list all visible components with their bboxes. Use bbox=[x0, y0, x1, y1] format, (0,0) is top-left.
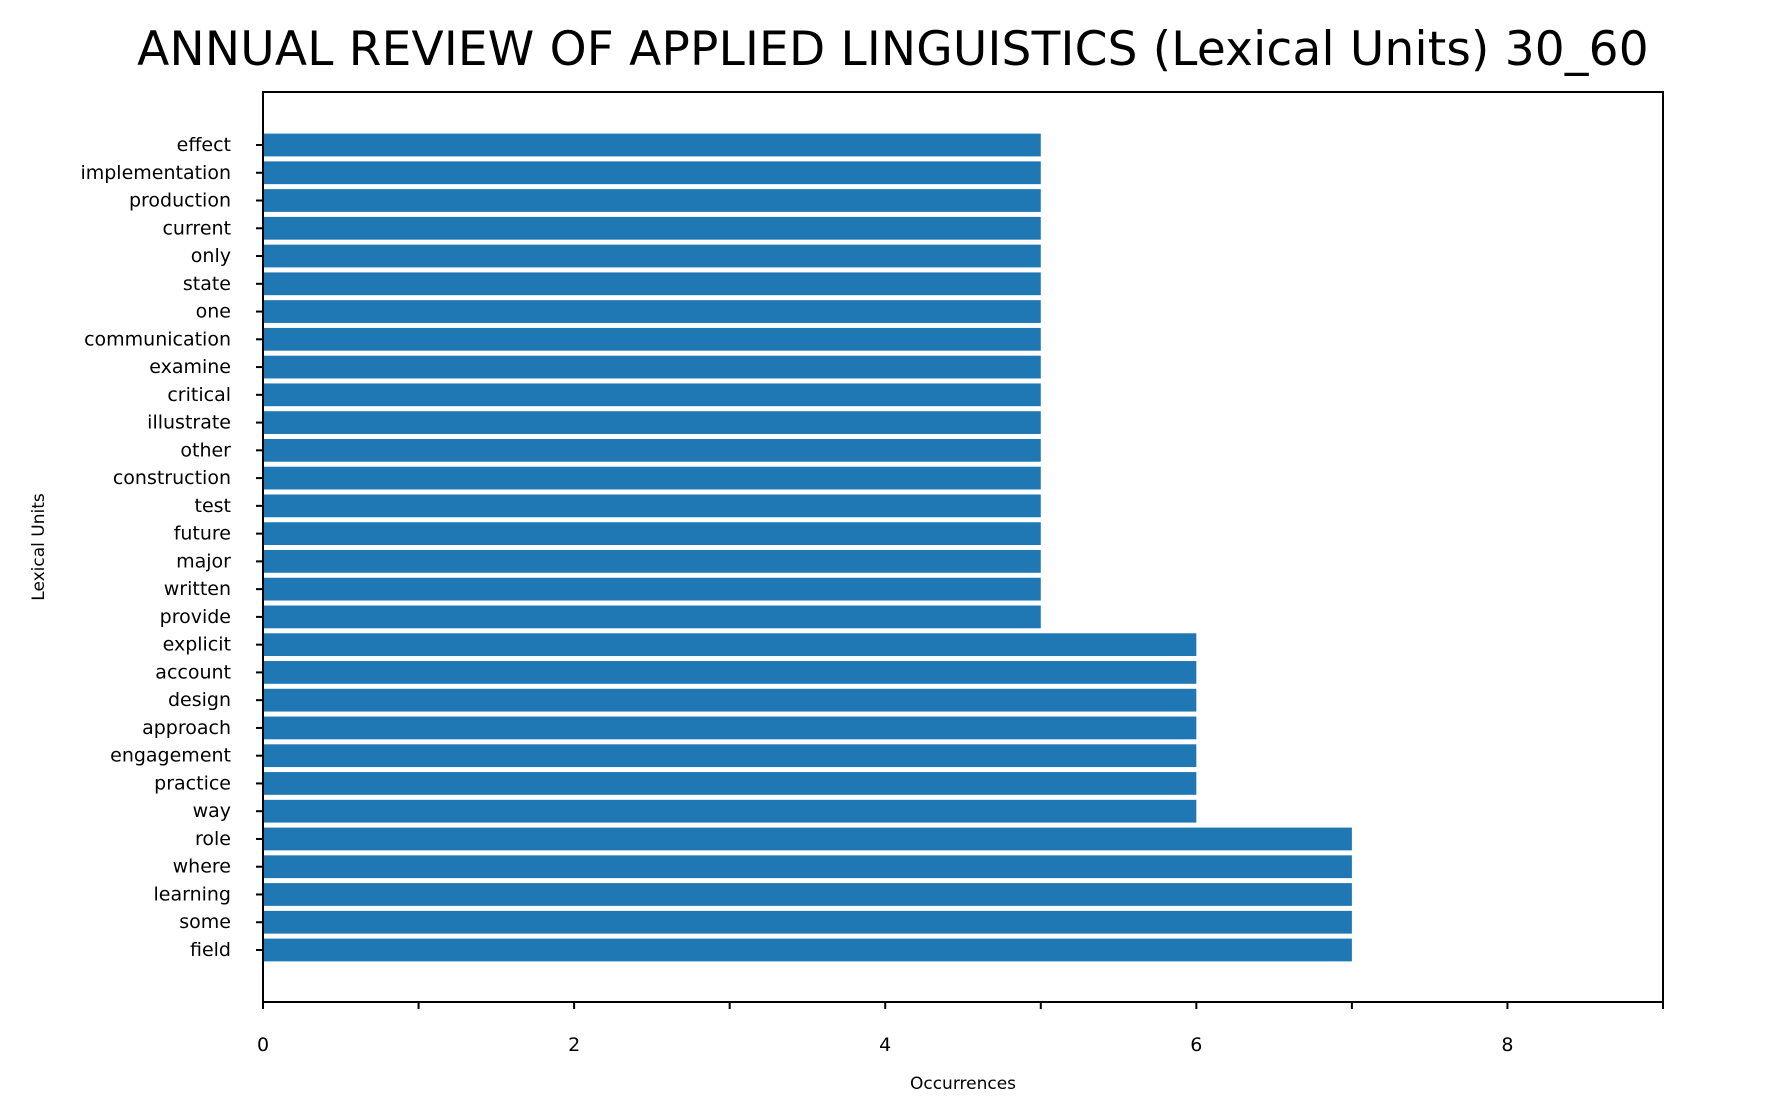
bar-construction bbox=[263, 466, 1041, 490]
bar-critical bbox=[263, 383, 1041, 407]
x-tick-label: 0 bbox=[257, 1034, 269, 1056]
chart-title: ANNUAL REVIEW OF APPLIED LINGUISTICS (Le… bbox=[137, 22, 1649, 77]
y-tick-label: implementation bbox=[80, 162, 231, 184]
y-tick-label: practice bbox=[154, 772, 231, 794]
bar-explicit bbox=[263, 633, 1197, 657]
y-tick-label: where bbox=[173, 856, 231, 878]
bar-one bbox=[263, 300, 1041, 323]
bar-examine bbox=[263, 355, 1041, 379]
y-tick-label: other bbox=[180, 439, 231, 461]
y-tick-label: way bbox=[193, 800, 231, 822]
y-tick-label: provide bbox=[160, 606, 231, 628]
bars-group bbox=[263, 133, 1352, 962]
y-tick-label: approach bbox=[142, 717, 231, 739]
bar-major bbox=[263, 549, 1041, 573]
y-tick-label: test bbox=[195, 495, 232, 517]
bar-current bbox=[263, 216, 1041, 240]
y-tick-label: construction bbox=[113, 467, 231, 489]
y-tick-label: explicit bbox=[163, 634, 231, 656]
bar-communication bbox=[263, 327, 1041, 351]
y-axis-label: Lexical Units bbox=[29, 493, 49, 601]
bar-design bbox=[263, 688, 1197, 712]
bar-learning bbox=[263, 883, 1352, 906]
y-axis-ticks: effect implementation production current onl… bbox=[80, 134, 263, 961]
y-tick-label: role bbox=[195, 828, 231, 850]
y-tick-label: field bbox=[190, 939, 231, 961]
bar-practice bbox=[263, 772, 1197, 795]
bar-where bbox=[263, 855, 1352, 879]
bar-written bbox=[263, 577, 1041, 601]
y-tick-label: examine bbox=[149, 356, 231, 378]
y-tick-label: future bbox=[174, 523, 231, 545]
bar-other bbox=[263, 438, 1041, 462]
bar-engagement bbox=[263, 744, 1197, 768]
y-tick-label: account bbox=[155, 661, 231, 683]
bar-future bbox=[263, 522, 1041, 546]
x-axis-label: Occurrences bbox=[910, 1074, 1016, 1094]
y-tick-label: major bbox=[176, 550, 231, 572]
bar-only bbox=[263, 244, 1041, 268]
y-tick-label: engagement bbox=[110, 745, 231, 767]
bar-implementation bbox=[263, 161, 1041, 185]
bar-production bbox=[263, 189, 1041, 212]
bar-test bbox=[263, 494, 1041, 518]
y-tick-label: written bbox=[164, 578, 231, 600]
y-tick-label: illustrate bbox=[147, 412, 231, 434]
y-tick-label: only bbox=[191, 245, 231, 267]
bar-state bbox=[263, 272, 1041, 296]
y-tick-label: design bbox=[168, 689, 231, 711]
y-tick-label: effect bbox=[177, 134, 231, 156]
y-tick-label: state bbox=[183, 273, 231, 295]
bar-field bbox=[263, 938, 1352, 962]
x-tick-label: 8 bbox=[1501, 1034, 1513, 1056]
bar-some bbox=[263, 910, 1352, 934]
y-tick-label: some bbox=[179, 911, 231, 933]
y-tick-label: production bbox=[129, 190, 231, 212]
bar-account bbox=[263, 661, 1197, 684]
y-tick-label: communication bbox=[84, 328, 231, 350]
bar-effect bbox=[263, 133, 1041, 157]
bar-illustrate bbox=[263, 411, 1041, 434]
x-tick-label: 2 bbox=[568, 1034, 580, 1056]
bar-approach bbox=[263, 716, 1197, 740]
bar-provide bbox=[263, 605, 1041, 629]
y-tick-label: critical bbox=[167, 384, 231, 406]
plot-frame bbox=[262, 91, 1664, 1003]
x-tick-label: 4 bbox=[879, 1034, 891, 1056]
bar-role bbox=[263, 827, 1352, 851]
bar-way bbox=[263, 799, 1197, 823]
x-tick-label: 6 bbox=[1190, 1034, 1202, 1056]
y-tick-label: one bbox=[196, 301, 231, 323]
y-tick-label: learning bbox=[153, 883, 231, 905]
x-axis-ticks: 0 2 4 6 8 bbox=[257, 1002, 1664, 1056]
y-tick-label: current bbox=[162, 217, 231, 239]
